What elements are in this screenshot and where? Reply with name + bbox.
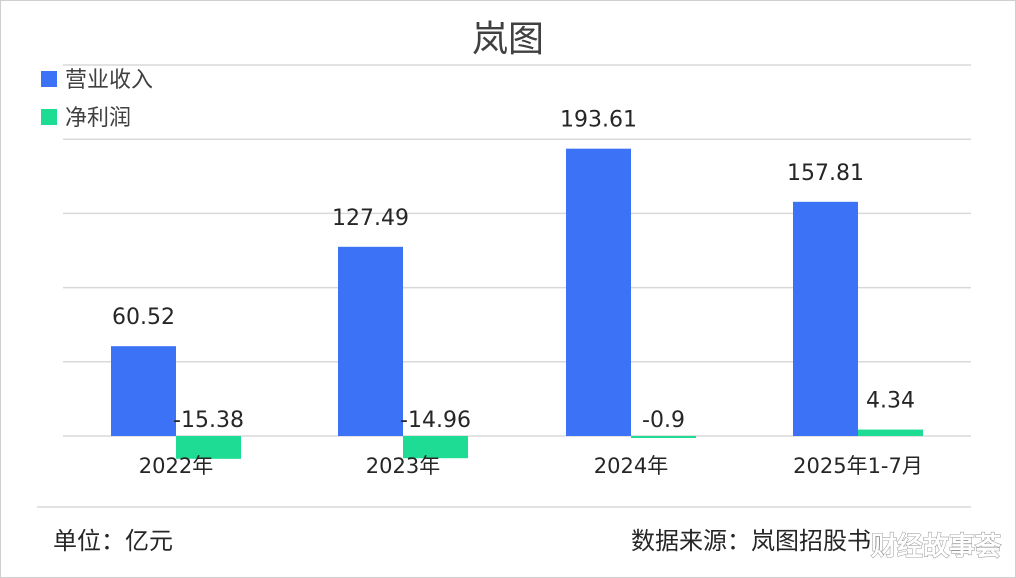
category-label: 2022年 bbox=[139, 454, 213, 478]
category-label: 2025年1-7月 bbox=[793, 454, 923, 478]
data-label: 127.49 bbox=[332, 206, 409, 231]
source-note: 数据来源：岚图招股书 bbox=[631, 527, 871, 555]
category-label: 2023年 bbox=[366, 454, 440, 478]
bar bbox=[111, 346, 176, 436]
bar bbox=[858, 429, 923, 436]
bar bbox=[566, 148, 631, 437]
category-labels: 2022年 2023年 2024年 2025年1-7月 bbox=[139, 454, 923, 478]
bar bbox=[793, 201, 858, 436]
data-label: 193.61 bbox=[560, 108, 637, 133]
legend-label: 净利润 bbox=[65, 106, 131, 131]
bar bbox=[338, 246, 403, 436]
watermark: 财经故事荟 bbox=[871, 531, 1001, 562]
data-labels: 60.52 -15.38 127.49 -14.96 193.61 -0.9 157.81 4… bbox=[112, 108, 915, 433]
unit-note: 单位：亿元 bbox=[53, 527, 173, 555]
bar bbox=[631, 436, 696, 438]
data-label: -14.96 bbox=[400, 408, 471, 433]
bar bbox=[176, 436, 241, 459]
data-label: 157.81 bbox=[787, 161, 864, 186]
legend-label: 营业收入 bbox=[65, 68, 153, 93]
legend-swatch bbox=[41, 109, 57, 125]
bars bbox=[111, 148, 923, 459]
chart-title: 岚图 bbox=[472, 19, 544, 60]
data-label: -0.9 bbox=[642, 408, 685, 433]
legend-swatch bbox=[41, 71, 57, 87]
data-label: -15.38 bbox=[173, 408, 244, 433]
bar bbox=[403, 436, 468, 459]
data-label: 4.34 bbox=[866, 389, 915, 414]
category-label: 2024年 bbox=[594, 454, 668, 478]
data-label: 60.52 bbox=[112, 305, 175, 330]
